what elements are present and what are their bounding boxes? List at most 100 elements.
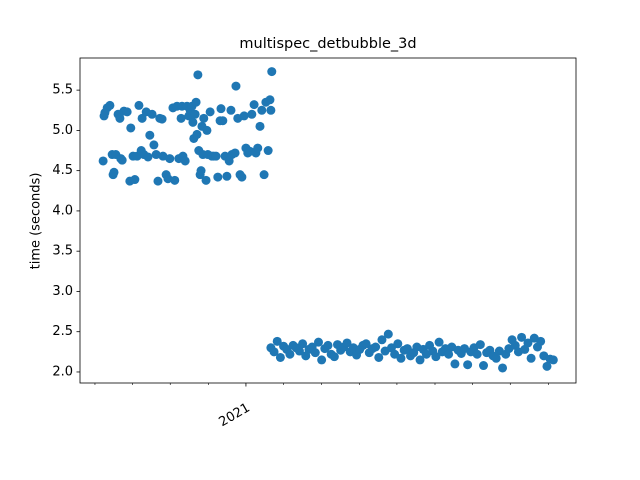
point <box>226 105 236 115</box>
point <box>109 167 119 177</box>
point <box>117 155 127 165</box>
y-tick-label: 4.0 <box>52 203 73 218</box>
point <box>444 349 454 359</box>
point <box>211 151 221 161</box>
point <box>134 100 144 110</box>
point <box>191 97 201 107</box>
point <box>188 117 198 127</box>
point <box>201 175 211 185</box>
point <box>323 340 333 350</box>
point <box>158 151 168 161</box>
point <box>190 109 200 119</box>
point <box>272 336 282 346</box>
y-tick-label: 2.5 <box>52 324 73 339</box>
point <box>237 172 247 182</box>
point <box>265 95 275 105</box>
plot-frame <box>79 57 577 384</box>
point <box>259 170 269 180</box>
point <box>266 105 276 115</box>
y-axis-label: time (seconds) <box>29 173 44 270</box>
y-tick-label: 3.0 <box>52 284 73 299</box>
point <box>193 70 203 80</box>
point <box>255 121 265 131</box>
point <box>548 355 558 365</box>
point <box>415 355 425 365</box>
point <box>247 109 257 119</box>
point <box>377 335 387 345</box>
point <box>249 100 259 110</box>
point <box>205 107 215 117</box>
point <box>145 130 155 140</box>
point <box>393 339 403 349</box>
chart-title: multispec_detbubble_3d <box>239 36 416 52</box>
point <box>202 125 212 135</box>
point <box>269 347 279 357</box>
point <box>213 172 223 182</box>
point <box>396 353 406 363</box>
point <box>115 113 125 123</box>
point <box>216 104 226 114</box>
point <box>479 361 489 371</box>
point <box>310 348 320 358</box>
point <box>275 352 285 362</box>
point <box>431 352 441 362</box>
point <box>329 352 339 362</box>
point <box>176 113 186 123</box>
point <box>498 363 508 373</box>
point <box>475 340 485 350</box>
point <box>192 129 202 139</box>
point <box>257 105 267 115</box>
point <box>267 67 277 77</box>
point <box>298 339 308 349</box>
point <box>371 342 381 352</box>
point <box>218 116 228 126</box>
point <box>122 107 132 117</box>
point <box>130 175 140 185</box>
point <box>157 114 167 124</box>
point <box>222 171 232 181</box>
y-tick-label: 4.5 <box>52 163 73 178</box>
y-tick-label: 3.5 <box>52 244 73 259</box>
point <box>317 355 327 365</box>
point <box>149 140 159 150</box>
point <box>196 166 206 176</box>
point <box>472 349 482 359</box>
point <box>163 174 173 184</box>
point <box>253 143 263 153</box>
point <box>147 109 157 119</box>
y-tick-label: 5.5 <box>52 83 73 98</box>
point <box>491 353 501 363</box>
point <box>526 353 536 363</box>
point <box>361 339 371 349</box>
point <box>536 336 546 346</box>
point <box>199 113 209 123</box>
y-tick-label: 5.0 <box>52 123 73 138</box>
point <box>137 113 147 123</box>
point <box>285 349 295 359</box>
point <box>105 100 115 110</box>
point <box>230 148 240 158</box>
point <box>98 156 108 166</box>
point <box>523 338 533 348</box>
point <box>294 346 304 356</box>
point <box>180 156 190 166</box>
point <box>165 154 175 164</box>
point <box>151 150 161 160</box>
point <box>153 176 163 186</box>
point <box>517 332 527 342</box>
point <box>143 152 153 162</box>
point <box>542 361 552 371</box>
point <box>170 175 180 185</box>
point <box>231 81 241 91</box>
point <box>263 146 273 156</box>
point <box>342 338 352 348</box>
point <box>450 359 460 369</box>
point <box>313 337 323 347</box>
point <box>463 360 473 370</box>
point <box>383 329 393 339</box>
y-tick-label: 2.0 <box>52 364 73 379</box>
point <box>239 111 249 121</box>
